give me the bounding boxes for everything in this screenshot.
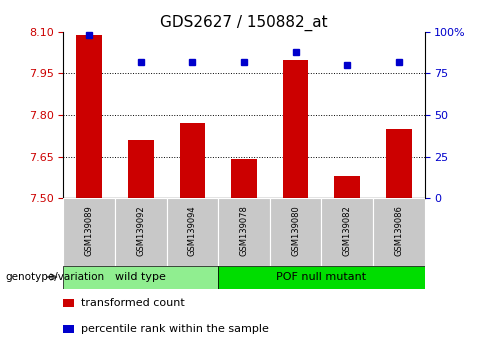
- Text: GSM139080: GSM139080: [291, 205, 300, 256]
- Text: genotype/variation: genotype/variation: [5, 272, 104, 282]
- Text: transformed count: transformed count: [81, 298, 184, 308]
- Title: GDS2627 / 150882_at: GDS2627 / 150882_at: [160, 14, 328, 30]
- Text: percentile rank within the sample: percentile rank within the sample: [81, 324, 268, 334]
- Bar: [270, 198, 322, 266]
- Bar: [63, 198, 115, 266]
- Bar: [386, 129, 412, 198]
- Bar: [283, 59, 308, 198]
- Bar: [63, 266, 218, 289]
- Text: GSM139094: GSM139094: [188, 205, 197, 256]
- Text: GSM139092: GSM139092: [136, 205, 145, 256]
- Text: GSM139086: GSM139086: [394, 205, 403, 256]
- Text: GSM139082: GSM139082: [343, 205, 352, 256]
- Bar: [218, 198, 270, 266]
- Text: GSM139078: GSM139078: [240, 205, 248, 256]
- Bar: [76, 35, 102, 198]
- Bar: [322, 198, 373, 266]
- Bar: [166, 198, 218, 266]
- Bar: [128, 140, 154, 198]
- Bar: [231, 159, 257, 198]
- Bar: [334, 176, 360, 198]
- Text: POF null mutant: POF null mutant: [276, 272, 366, 282]
- Text: GSM139089: GSM139089: [85, 205, 94, 256]
- Bar: [373, 198, 425, 266]
- Text: wild type: wild type: [115, 272, 166, 282]
- Bar: [218, 266, 425, 289]
- Bar: [180, 124, 205, 198]
- Bar: [115, 198, 166, 266]
